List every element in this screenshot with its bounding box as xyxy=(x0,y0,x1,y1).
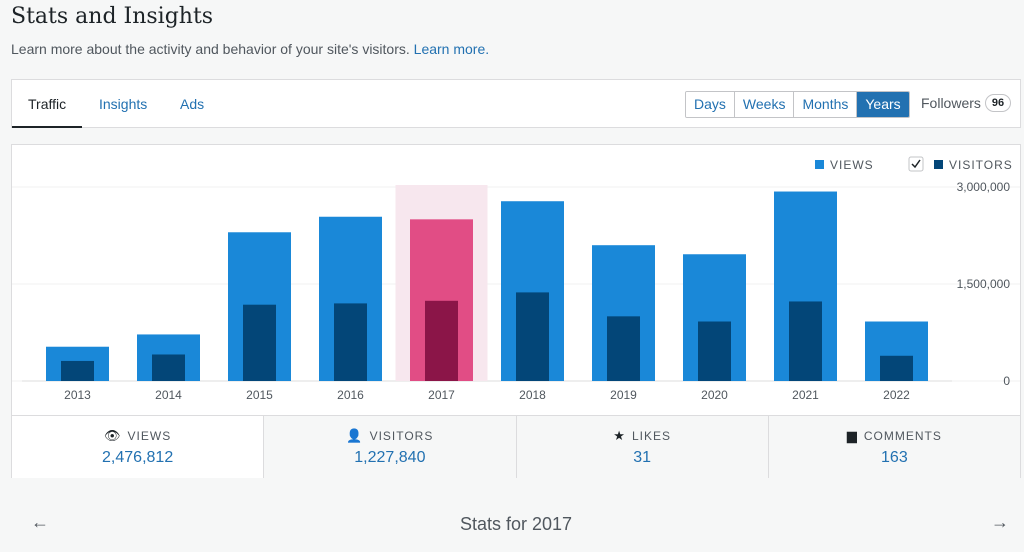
page-subtitle: Learn more about the activity and behavi… xyxy=(11,41,489,57)
legend-visitors-checkbox[interactable] xyxy=(908,156,924,172)
visitors-bar xyxy=(789,301,822,381)
next-period-arrow-icon[interactable]: → xyxy=(991,512,1009,532)
visitors-bar xyxy=(425,300,458,381)
prev-period-arrow-icon[interactable]: ← xyxy=(31,512,49,532)
visitors-bar xyxy=(698,321,731,381)
subtitle-text: Learn more about the activity and behavi… xyxy=(11,41,410,57)
y-tick-label: 3,000,000 xyxy=(957,180,1011,194)
period-weeks[interactable]: Weeks xyxy=(734,92,795,117)
x-tick-label: 2019 xyxy=(610,388,637,402)
learn-more-link[interactable]: Learn more. xyxy=(413,41,490,57)
bar-chart: 2013 2014 2015 2016 2017 2018 2019 2020 2021 2022… xyxy=(12,156,1020,402)
followers-count: 96 xyxy=(984,94,1012,112)
followers[interactable]: Followers 96 xyxy=(921,94,1012,112)
followers-label: Followers xyxy=(921,95,981,111)
x-tick-label: 2018 xyxy=(519,388,546,402)
tab-traffic[interactable]: Traffic xyxy=(12,80,83,128)
check-icon xyxy=(911,159,921,169)
legend-views-label: VIEWS xyxy=(830,158,874,172)
x-tick-label: 2022 xyxy=(883,388,910,402)
period-navigation: ← Stats for 2017 → xyxy=(11,498,1021,552)
summary-comments[interactable]: ▆ COMMENTS 163 xyxy=(767,416,1020,478)
comment-icon: ▆ xyxy=(846,428,858,443)
summary-bar: 👁 VIEWS 2,476,812 👤 VISITORS 1,227,840 ★ LI… xyxy=(12,415,1020,478)
x-tick-label: 2014 xyxy=(155,388,182,402)
summary-comments-label: COMMENTS xyxy=(863,429,942,443)
x-tick-label: 2016 xyxy=(337,388,364,402)
visitors-bar xyxy=(334,303,367,381)
tab-ads[interactable]: Ads xyxy=(180,96,205,112)
summary-visitors-value: 1,227,840 xyxy=(354,449,426,466)
page-title: Stats and Insights xyxy=(11,4,214,29)
visitors-bar xyxy=(152,354,185,381)
period-selector: Days Weeks Months Years xyxy=(685,91,910,118)
period-title: Stats for 2017 xyxy=(459,514,573,534)
visitors-bar xyxy=(243,304,276,381)
period-months[interactable]: Months xyxy=(794,92,858,117)
summary-likes-label: LIKES xyxy=(631,429,671,443)
visitors-bar xyxy=(880,355,913,381)
x-tick-label: 2021 xyxy=(792,388,819,402)
x-tick-label: 2017 xyxy=(428,388,455,402)
legend-visitors-label: VISITORS xyxy=(949,158,1013,172)
visitors-bar xyxy=(607,316,640,381)
eye-icon: 👁 xyxy=(104,428,122,443)
summary-views[interactable]: 👁 VIEWS 2,476,812 xyxy=(12,416,264,478)
summary-views-value: 2,476,812 xyxy=(102,449,174,466)
summary-likes-value: 31 xyxy=(633,449,652,466)
star-icon: ★ xyxy=(613,428,626,443)
x-tick-label: 2013 xyxy=(64,388,91,402)
period-days[interactable]: Days xyxy=(686,92,735,117)
chart-panel: 2013 2014 2015 2016 2017 2018 2019 2020 2021 2022… xyxy=(11,144,1021,478)
person-icon: 👤 xyxy=(346,428,364,443)
visitors-bar xyxy=(516,292,549,381)
summary-visitors[interactable]: 👤 VISITORS 1,227,840 xyxy=(263,416,516,478)
legend-views-swatch xyxy=(815,160,824,169)
summary-views-label: VIEWS xyxy=(127,429,172,443)
summary-likes[interactable]: ★ LIKES 31 xyxy=(515,416,768,478)
y-tick-label: 0 xyxy=(1003,374,1010,388)
summary-comments-value: 163 xyxy=(881,449,908,466)
summary-visitors-label: VISITORS xyxy=(369,429,434,443)
legend-visitors-swatch xyxy=(934,160,943,169)
x-tick-label: 2015 xyxy=(246,388,273,402)
visitors-bar xyxy=(61,360,94,381)
tabs-panel: Traffic Insights Ads Days Weeks Months Y… xyxy=(11,79,1021,128)
y-tick-label: 1,500,000 xyxy=(957,277,1011,291)
x-tick-label: 2020 xyxy=(701,388,728,402)
tab-insights[interactable]: Insights xyxy=(99,96,148,112)
period-years[interactable]: Years xyxy=(857,92,909,117)
